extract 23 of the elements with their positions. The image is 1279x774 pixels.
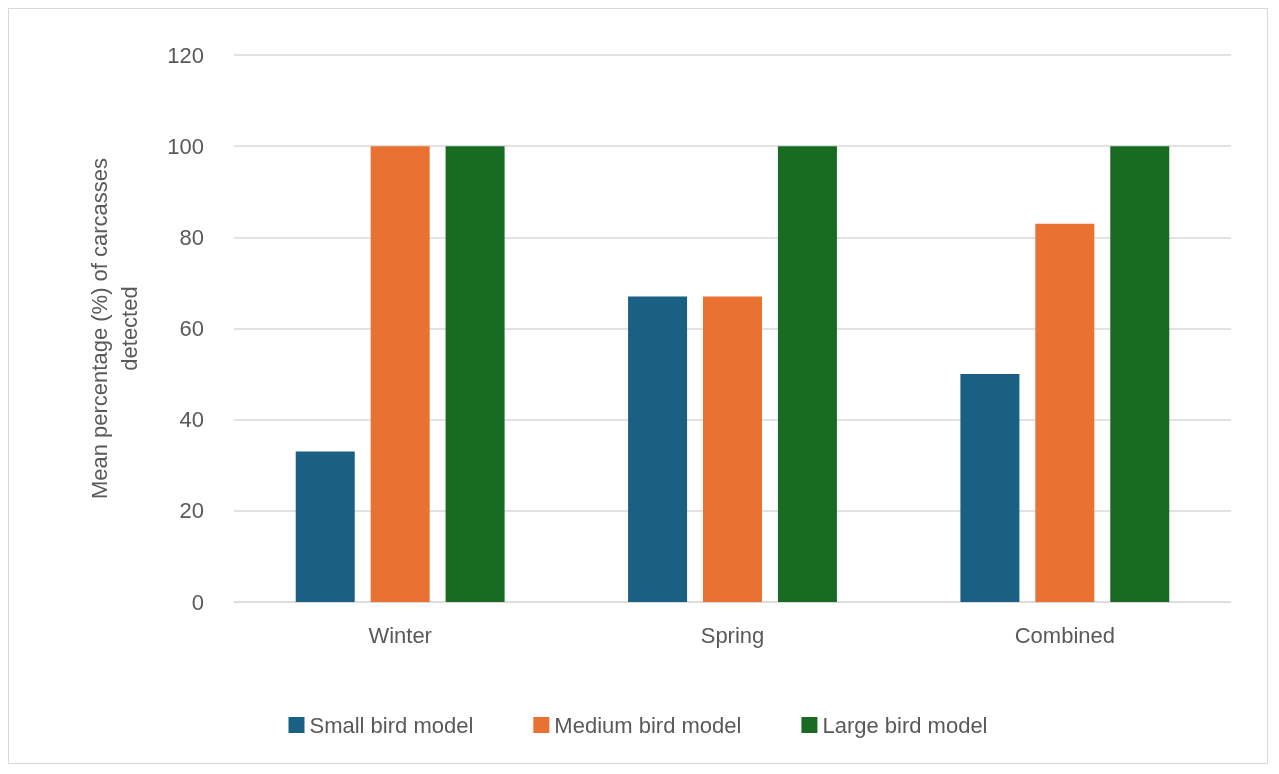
y-tick-label: 100 [167,133,204,159]
bar [370,146,430,602]
x-tick-label: Combined [1014,622,1115,648]
bar [295,451,355,602]
legend-label: Small bird model [309,712,474,738]
legend-label: Large bird model [822,712,988,738]
bar [1035,223,1095,602]
bar [960,374,1020,602]
y-tick-label: 20 [179,498,204,524]
bar [628,296,688,602]
bar [1110,146,1170,602]
y-tick-label: 60 [179,316,204,341]
legend-label: Medium bird model [554,712,742,738]
y-tick-label: 120 [167,42,204,68]
bar [777,146,837,602]
bar [703,296,762,602]
bar [445,146,505,602]
x-tick-label: Winter [368,622,432,648]
y-axis-title: Mean percentage (%) of carcasses detected [86,157,142,500]
y-tick-label: 40 [179,407,204,433]
y-tick-label: 0 [191,589,204,615]
x-tick-label: Spring [700,622,765,648]
y-tick-label: 80 [179,224,204,250]
